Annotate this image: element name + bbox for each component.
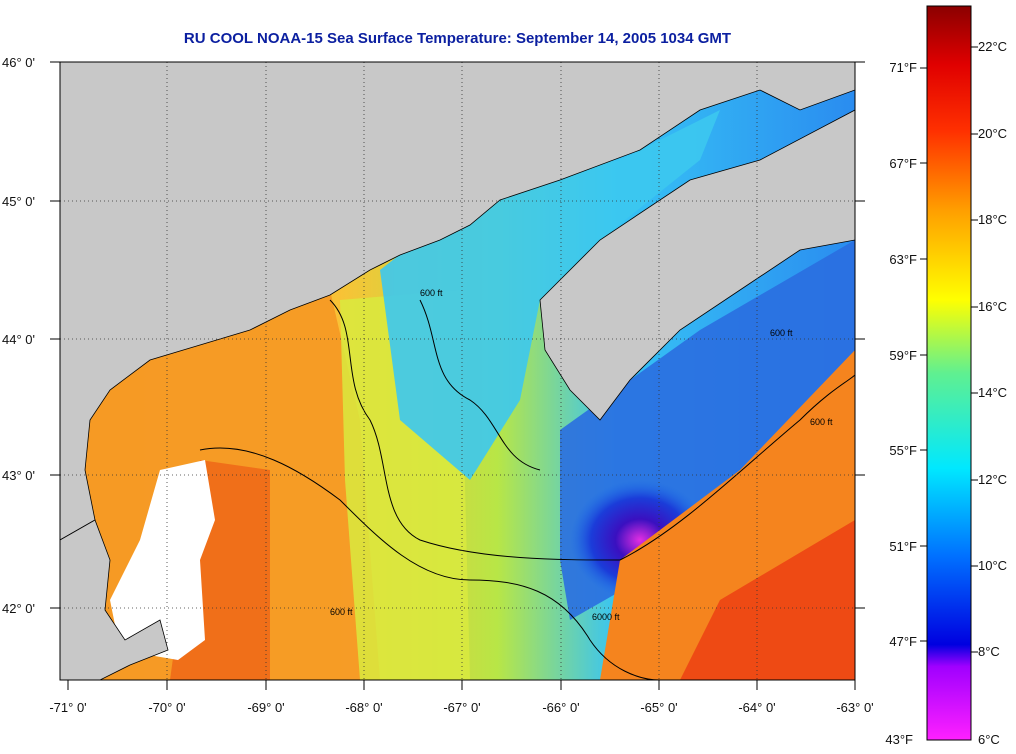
contour-label-4: 600 ft bbox=[330, 607, 353, 617]
map-title: RU COOL NOAA-15 Sea Surface Temperature:… bbox=[183, 30, 732, 47]
lat-label-45: 45° 0' bbox=[2, 194, 35, 209]
colorbar-c-10: 10°C bbox=[978, 558, 1007, 573]
axis-ticks bbox=[50, 61, 865, 690]
fundy-region bbox=[380, 110, 720, 480]
lat-label-42: 42° 0' bbox=[2, 601, 35, 616]
lon-label-66: -66° 0' bbox=[542, 700, 579, 715]
colorbar-c-12: 12°C bbox=[978, 472, 1007, 487]
land-north bbox=[60, 62, 855, 541]
colorbar-c-20: 20°C bbox=[978, 126, 1007, 141]
lat-label-43: 43° 0' bbox=[2, 468, 35, 483]
graticule bbox=[60, 62, 855, 680]
colorbar-c-18: 18°C bbox=[978, 212, 1007, 227]
colorbar-c-8: 8°C bbox=[978, 644, 1000, 659]
contour-inner bbox=[419, 299, 541, 471]
colorbar-f-67: 67°F bbox=[889, 156, 917, 171]
lon-label-68: -68° 0' bbox=[345, 700, 382, 715]
lon-label-64: -64° 0' bbox=[738, 700, 775, 715]
slope-water-hot bbox=[680, 520, 855, 680]
colorbar-f-71: 71°F bbox=[889, 60, 917, 75]
land-massachusetts bbox=[60, 519, 169, 680]
lon-label-65: -65° 0' bbox=[640, 700, 677, 715]
colorbar-c-6: 6°C bbox=[978, 732, 1000, 747]
lon-label-63: -63° 0' bbox=[836, 700, 873, 715]
colorbar-c-22: 22°C bbox=[978, 39, 1007, 54]
colorbar-f-59: 59°F bbox=[889, 348, 917, 363]
lon-label-71: -71° 0' bbox=[49, 700, 86, 715]
contour-600ft bbox=[329, 299, 855, 561]
colorbar bbox=[926, 5, 972, 741]
colorbar-f-55: 55°F bbox=[889, 443, 917, 458]
lon-label-69: -69° 0' bbox=[247, 700, 284, 715]
contour-label-1: 600 ft bbox=[420, 288, 443, 298]
lon-label-70: -70° 0' bbox=[148, 700, 185, 715]
contour-6000ft bbox=[199, 447, 661, 680]
land-nova-scotia bbox=[539, 109, 855, 421]
contour-label-3: 600 ft bbox=[810, 417, 833, 427]
colorbar-c-14: 14°C bbox=[978, 385, 1007, 400]
lat-label-44: 44° 0' bbox=[2, 332, 35, 347]
lat-label-46: 46° 0' bbox=[2, 55, 35, 70]
colorbar-f-63: 63°F bbox=[889, 252, 917, 267]
colorbar-c-16: 16°C bbox=[978, 299, 1007, 314]
contour-label-2: 600 ft bbox=[770, 328, 793, 338]
colorbar-f-43: 43°F bbox=[885, 732, 913, 747]
lon-label-67: -67° 0' bbox=[443, 700, 480, 715]
contour-label-deep: 6000 ft bbox=[592, 612, 620, 622]
colorbar-ticks bbox=[920, 46, 978, 653]
colorbar-f-51: 51°F bbox=[889, 539, 917, 554]
map-plot-area: 600 ft 600 ft 600 ft 600 ft 6000 ft bbox=[60, 62, 855, 680]
plot-frame bbox=[59, 61, 856, 681]
colorbar-f-47: 47°F bbox=[889, 634, 917, 649]
no-data-cloud bbox=[110, 460, 215, 660]
